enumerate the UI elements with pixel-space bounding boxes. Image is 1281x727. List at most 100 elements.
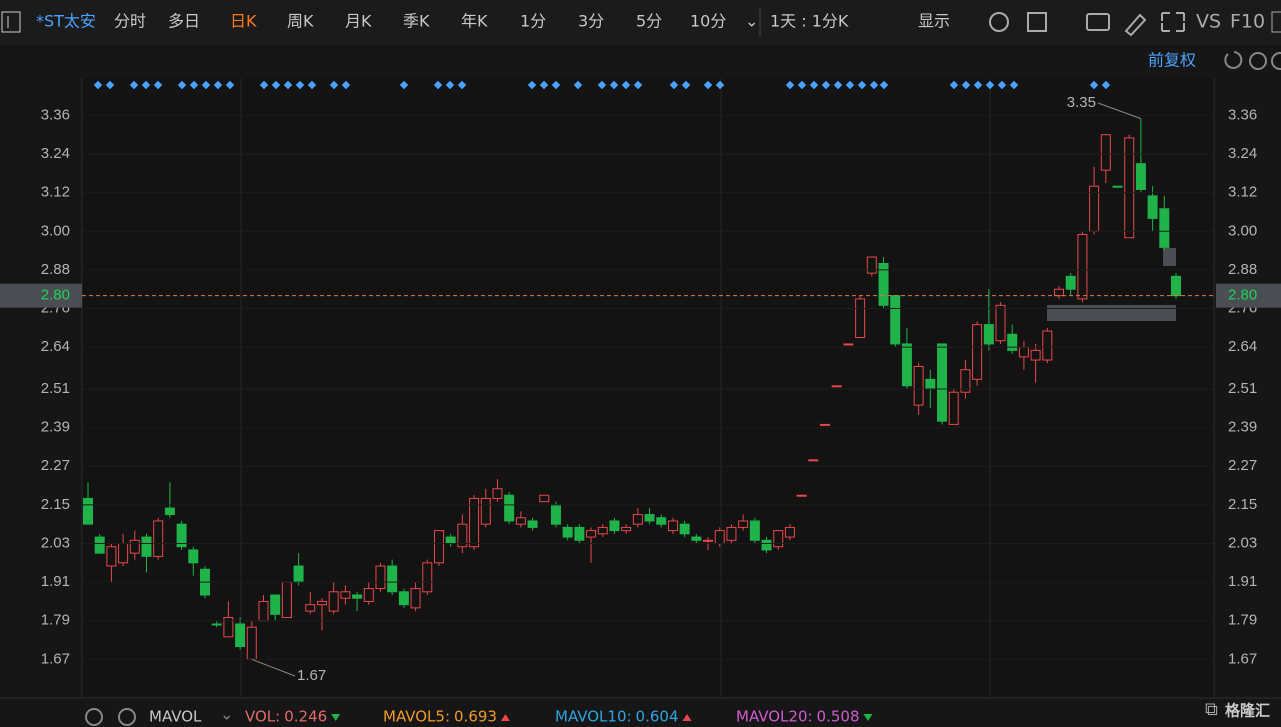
y-tick-label-right: 2.03 xyxy=(1228,534,1257,551)
event-marker[interactable] xyxy=(433,80,443,90)
event-marker[interactable] xyxy=(329,80,339,90)
event-marker[interactable] xyxy=(341,80,351,90)
price-tag xyxy=(0,283,82,308)
toolbar xyxy=(0,0,1281,45)
sidebar-toggle[interactable] xyxy=(1,11,21,33)
adjust-mode[interactable]: 前复权 xyxy=(1148,51,1196,70)
trend-arrow xyxy=(682,714,692,721)
f10-button[interactable]: F10 xyxy=(1230,11,1265,33)
indicator-value: 0.693 xyxy=(454,708,497,726)
y-tick-label-right: 3.12 xyxy=(1228,184,1257,201)
period-select[interactable]: 1天 : 1分K xyxy=(770,12,849,31)
period-tab[interactable]: 季K xyxy=(403,12,430,31)
event-marker[interactable] xyxy=(295,80,305,90)
period-tab[interactable]: 多日 xyxy=(168,12,200,31)
event-marker[interactable] xyxy=(129,80,139,90)
vs-button[interactable]: VS xyxy=(1196,11,1221,33)
draw-icon[interactable] xyxy=(1124,13,1147,37)
candle-body xyxy=(457,523,468,548)
panel-icon[interactable] xyxy=(1271,11,1281,33)
indicator-name[interactable]: MAVOL xyxy=(149,708,202,726)
candle-body xyxy=(667,520,678,532)
event-marker[interactable] xyxy=(457,80,467,90)
dropdown-arrow[interactable]: ⌄ xyxy=(220,705,233,724)
zoom-out-icon[interactable] xyxy=(1249,52,1267,70)
candle-body xyxy=(562,526,573,538)
event-marker[interactable] xyxy=(213,80,223,90)
zoom-in-icon[interactable] xyxy=(1271,52,1281,70)
screenshot-icon[interactable] xyxy=(1086,13,1110,31)
candle-body xyxy=(1135,163,1146,190)
candle-body xyxy=(597,526,608,535)
y-tick-label-right: 2.51 xyxy=(1228,380,1257,397)
candle-body xyxy=(352,594,363,599)
y-tick-label-right: 3.00 xyxy=(1228,222,1257,239)
candle-body xyxy=(866,256,877,274)
event-marker[interactable] xyxy=(153,80,163,90)
current-price-label: 2.80 xyxy=(1228,287,1257,304)
period-tab[interactable]: 年K xyxy=(461,12,488,31)
event-marker[interactable] xyxy=(259,80,269,90)
candle-body xyxy=(878,262,889,306)
dropdown-arrow[interactable]: ⌄ xyxy=(745,12,758,31)
period-tab[interactable]: 日K xyxy=(230,12,257,31)
fullscreen-icon[interactable] xyxy=(1161,12,1185,32)
candle-body xyxy=(714,530,725,544)
candle-body xyxy=(972,324,983,380)
checkbox[interactable] xyxy=(1027,12,1047,32)
period-tab[interactable]: 3分 xyxy=(578,12,604,31)
indicator-settings[interactable] xyxy=(85,708,103,726)
period-tab[interactable]: 周K xyxy=(287,12,314,31)
event-marker[interactable] xyxy=(93,80,103,90)
y-tick-label-right: 3.36 xyxy=(1228,106,1257,123)
event-marker[interactable] xyxy=(177,80,187,90)
candle-body xyxy=(398,591,409,606)
event-marker[interactable] xyxy=(189,80,199,90)
y-tick-label-right: 2.64 xyxy=(1228,338,1257,355)
event-marker[interactable] xyxy=(225,80,235,90)
event-marker[interactable] xyxy=(141,80,151,90)
candle-body xyxy=(1007,333,1018,351)
indicator-label: MAVOL10: xyxy=(555,708,632,726)
candle-body xyxy=(773,530,784,548)
settings-icon[interactable] xyxy=(989,12,1009,32)
indicator-label: MAVOL20: xyxy=(736,708,813,726)
candle-body xyxy=(738,520,749,528)
candle-body xyxy=(106,546,117,567)
undo-icon[interactable] xyxy=(1224,51,1243,69)
period-tab[interactable]: 5分 xyxy=(636,12,662,31)
candle-body xyxy=(644,514,655,522)
event-marker[interactable] xyxy=(201,80,211,90)
event-marker[interactable] xyxy=(445,80,455,90)
period-tab[interactable]: 1分 xyxy=(520,12,546,31)
period-tab[interactable]: 分时 xyxy=(114,12,146,31)
candle-body xyxy=(387,565,398,593)
candle-body xyxy=(1077,234,1088,300)
candle-body xyxy=(820,423,831,426)
display-menu[interactable]: 显示 xyxy=(918,12,950,31)
indicator-close[interactable] xyxy=(118,708,136,726)
period-tab[interactable]: 月K xyxy=(345,12,372,31)
indicator-values: VOL: 0.246 MAVOL5: 0.693 MAVOL10: 0.604 MAVOL2… xyxy=(245,708,873,726)
candle-body xyxy=(211,623,222,626)
candle-body xyxy=(1159,208,1170,248)
candle-body xyxy=(515,517,526,525)
event-marker[interactable] xyxy=(271,80,281,90)
candle-body xyxy=(679,523,690,535)
y-tick-label-right: 2.15 xyxy=(1228,496,1257,513)
event-marker[interactable] xyxy=(283,80,293,90)
y-tick-label: 2.39 xyxy=(41,419,70,436)
candle-body xyxy=(937,343,948,422)
indicator-value: 0.246 xyxy=(284,708,327,726)
period-tab[interactable]: 10分 xyxy=(690,12,726,31)
symbol[interactable]: *ST太安 xyxy=(36,12,96,31)
candle-body xyxy=(656,517,667,525)
candle-body xyxy=(363,588,374,602)
event-marker[interactable] xyxy=(105,80,115,90)
candle-body xyxy=(141,536,152,557)
candle-body xyxy=(375,565,386,590)
event-marker[interactable] xyxy=(307,80,317,90)
event-marker[interactable] xyxy=(399,80,409,90)
candle-body xyxy=(539,494,550,503)
candle-body xyxy=(94,536,105,554)
